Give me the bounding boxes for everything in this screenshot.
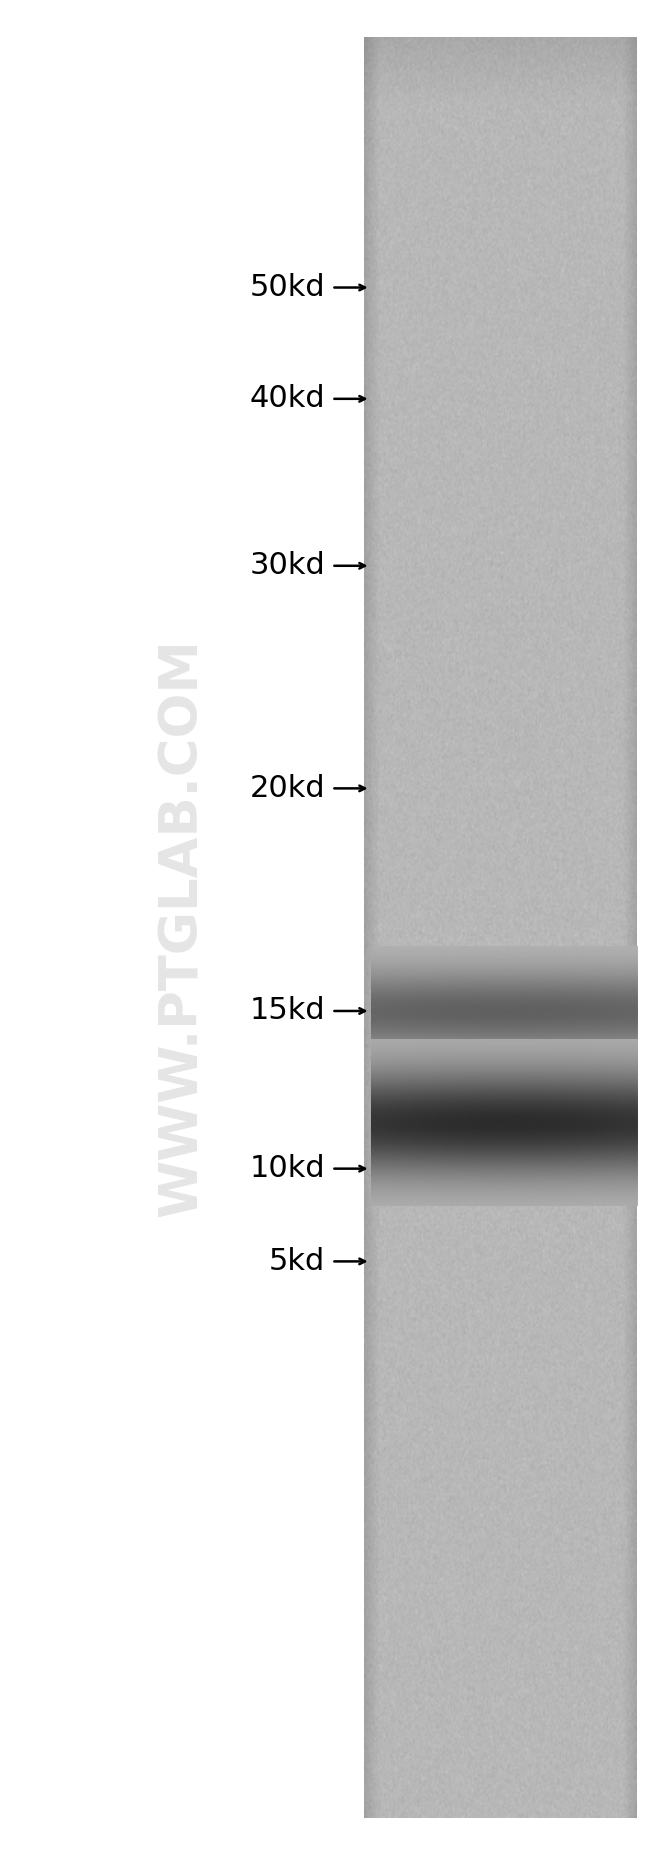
Text: 30kd: 30kd	[249, 551, 325, 581]
Text: 40kd: 40kd	[250, 384, 325, 414]
Text: 15kd: 15kd	[250, 996, 325, 1026]
Text: 20kd: 20kd	[250, 774, 325, 803]
Text: 50kd: 50kd	[250, 273, 325, 302]
Text: 5kd: 5kd	[268, 1247, 325, 1276]
Text: 10kd: 10kd	[250, 1154, 325, 1183]
Text: WWW.PTGLAB.COM: WWW.PTGLAB.COM	[156, 638, 208, 1217]
